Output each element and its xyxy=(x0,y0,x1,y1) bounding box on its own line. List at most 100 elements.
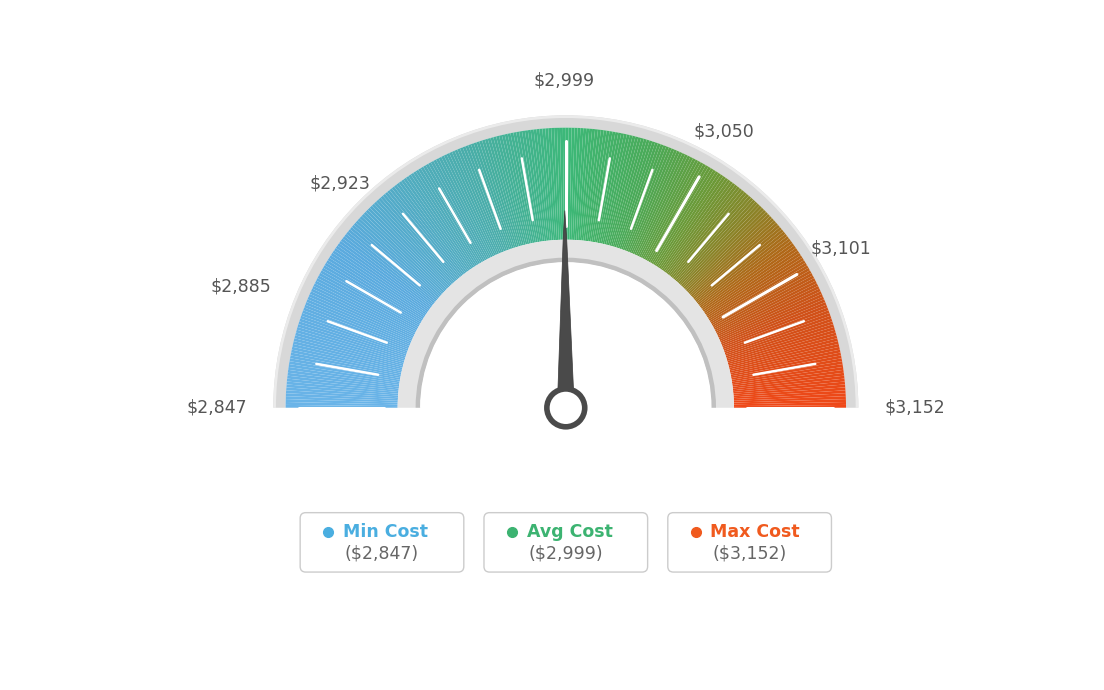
Wedge shape xyxy=(616,141,652,248)
Wedge shape xyxy=(406,176,471,270)
Wedge shape xyxy=(626,146,669,252)
Wedge shape xyxy=(578,128,590,240)
Wedge shape xyxy=(286,391,399,399)
Wedge shape xyxy=(290,355,401,378)
Wedge shape xyxy=(729,338,838,368)
Wedge shape xyxy=(286,393,397,401)
Wedge shape xyxy=(554,128,561,240)
Wedge shape xyxy=(298,324,405,359)
Wedge shape xyxy=(639,155,690,257)
Wedge shape xyxy=(286,384,399,395)
Wedge shape xyxy=(718,286,819,336)
Text: Max Cost: Max Cost xyxy=(710,523,800,541)
Wedge shape xyxy=(302,310,408,351)
Wedge shape xyxy=(315,281,416,333)
Wedge shape xyxy=(570,128,574,240)
Wedge shape xyxy=(724,316,831,354)
Wedge shape xyxy=(466,145,507,251)
Wedge shape xyxy=(296,330,404,363)
Wedge shape xyxy=(325,263,422,322)
Wedge shape xyxy=(645,161,701,261)
Wedge shape xyxy=(261,408,871,690)
Wedge shape xyxy=(601,134,627,244)
Wedge shape xyxy=(502,135,529,244)
Wedge shape xyxy=(666,183,735,274)
Wedge shape xyxy=(693,225,779,299)
Wedge shape xyxy=(496,136,526,245)
Wedge shape xyxy=(634,152,682,255)
Wedge shape xyxy=(686,212,768,291)
Wedge shape xyxy=(474,142,512,249)
Wedge shape xyxy=(289,361,400,382)
Wedge shape xyxy=(700,239,790,308)
Wedge shape xyxy=(390,188,461,277)
Wedge shape xyxy=(613,139,647,247)
Wedge shape xyxy=(720,297,824,343)
Wedge shape xyxy=(392,186,463,276)
Wedge shape xyxy=(636,153,686,256)
Wedge shape xyxy=(573,128,581,240)
Wedge shape xyxy=(594,132,615,242)
Wedge shape xyxy=(477,141,513,248)
Wedge shape xyxy=(723,308,828,349)
Wedge shape xyxy=(682,206,762,288)
Wedge shape xyxy=(726,324,834,359)
Wedge shape xyxy=(542,128,553,240)
Wedge shape xyxy=(394,185,464,275)
Wedge shape xyxy=(733,382,845,394)
Wedge shape xyxy=(531,130,546,241)
Wedge shape xyxy=(643,158,696,259)
Wedge shape xyxy=(408,175,473,269)
Wedge shape xyxy=(733,387,846,397)
Wedge shape xyxy=(493,137,524,246)
Wedge shape xyxy=(328,257,424,319)
Wedge shape xyxy=(287,382,399,394)
Wedge shape xyxy=(298,322,406,357)
Wedge shape xyxy=(665,181,733,273)
Text: ($2,999): ($2,999) xyxy=(529,544,603,562)
Wedge shape xyxy=(725,322,834,357)
Wedge shape xyxy=(460,147,503,252)
Wedge shape xyxy=(648,164,705,262)
Wedge shape xyxy=(730,344,839,371)
Wedge shape xyxy=(549,128,558,240)
Text: $3,050: $3,050 xyxy=(693,123,754,141)
Wedge shape xyxy=(729,335,837,366)
Wedge shape xyxy=(651,167,711,264)
Wedge shape xyxy=(320,270,420,327)
Wedge shape xyxy=(347,232,435,304)
Wedge shape xyxy=(576,128,586,240)
Wedge shape xyxy=(714,278,816,331)
Wedge shape xyxy=(676,196,751,282)
Wedge shape xyxy=(332,250,427,315)
Wedge shape xyxy=(434,159,488,259)
Text: $3,152: $3,152 xyxy=(884,399,945,417)
Wedge shape xyxy=(287,373,399,388)
Wedge shape xyxy=(606,136,636,245)
Wedge shape xyxy=(421,167,480,264)
Wedge shape xyxy=(671,190,744,278)
Wedge shape xyxy=(734,399,846,404)
Wedge shape xyxy=(329,255,425,318)
Text: $2,923: $2,923 xyxy=(310,175,371,193)
Wedge shape xyxy=(687,214,771,293)
Wedge shape xyxy=(633,150,680,254)
Wedge shape xyxy=(615,139,649,248)
Wedge shape xyxy=(339,241,431,309)
Wedge shape xyxy=(274,115,858,408)
Wedge shape xyxy=(655,170,716,266)
Wedge shape xyxy=(338,243,429,310)
Wedge shape xyxy=(308,297,412,343)
FancyBboxPatch shape xyxy=(668,513,831,572)
Wedge shape xyxy=(457,148,502,253)
Wedge shape xyxy=(463,146,506,252)
Wedge shape xyxy=(734,396,846,402)
Wedge shape xyxy=(291,347,402,373)
Wedge shape xyxy=(401,179,468,272)
Text: Avg Cost: Avg Cost xyxy=(527,523,613,541)
Wedge shape xyxy=(678,199,755,284)
Wedge shape xyxy=(348,229,436,302)
Wedge shape xyxy=(421,262,711,408)
Wedge shape xyxy=(592,131,613,242)
Wedge shape xyxy=(623,144,664,250)
